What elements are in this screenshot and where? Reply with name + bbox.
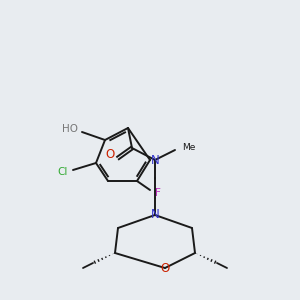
Text: N: N bbox=[151, 154, 159, 166]
Text: Cl: Cl bbox=[58, 167, 68, 177]
Text: Me: Me bbox=[182, 142, 195, 152]
Text: HO: HO bbox=[62, 124, 78, 134]
Text: N: N bbox=[151, 208, 159, 221]
Text: F: F bbox=[155, 188, 161, 198]
Text: O: O bbox=[160, 262, 169, 275]
Text: O: O bbox=[105, 148, 115, 161]
